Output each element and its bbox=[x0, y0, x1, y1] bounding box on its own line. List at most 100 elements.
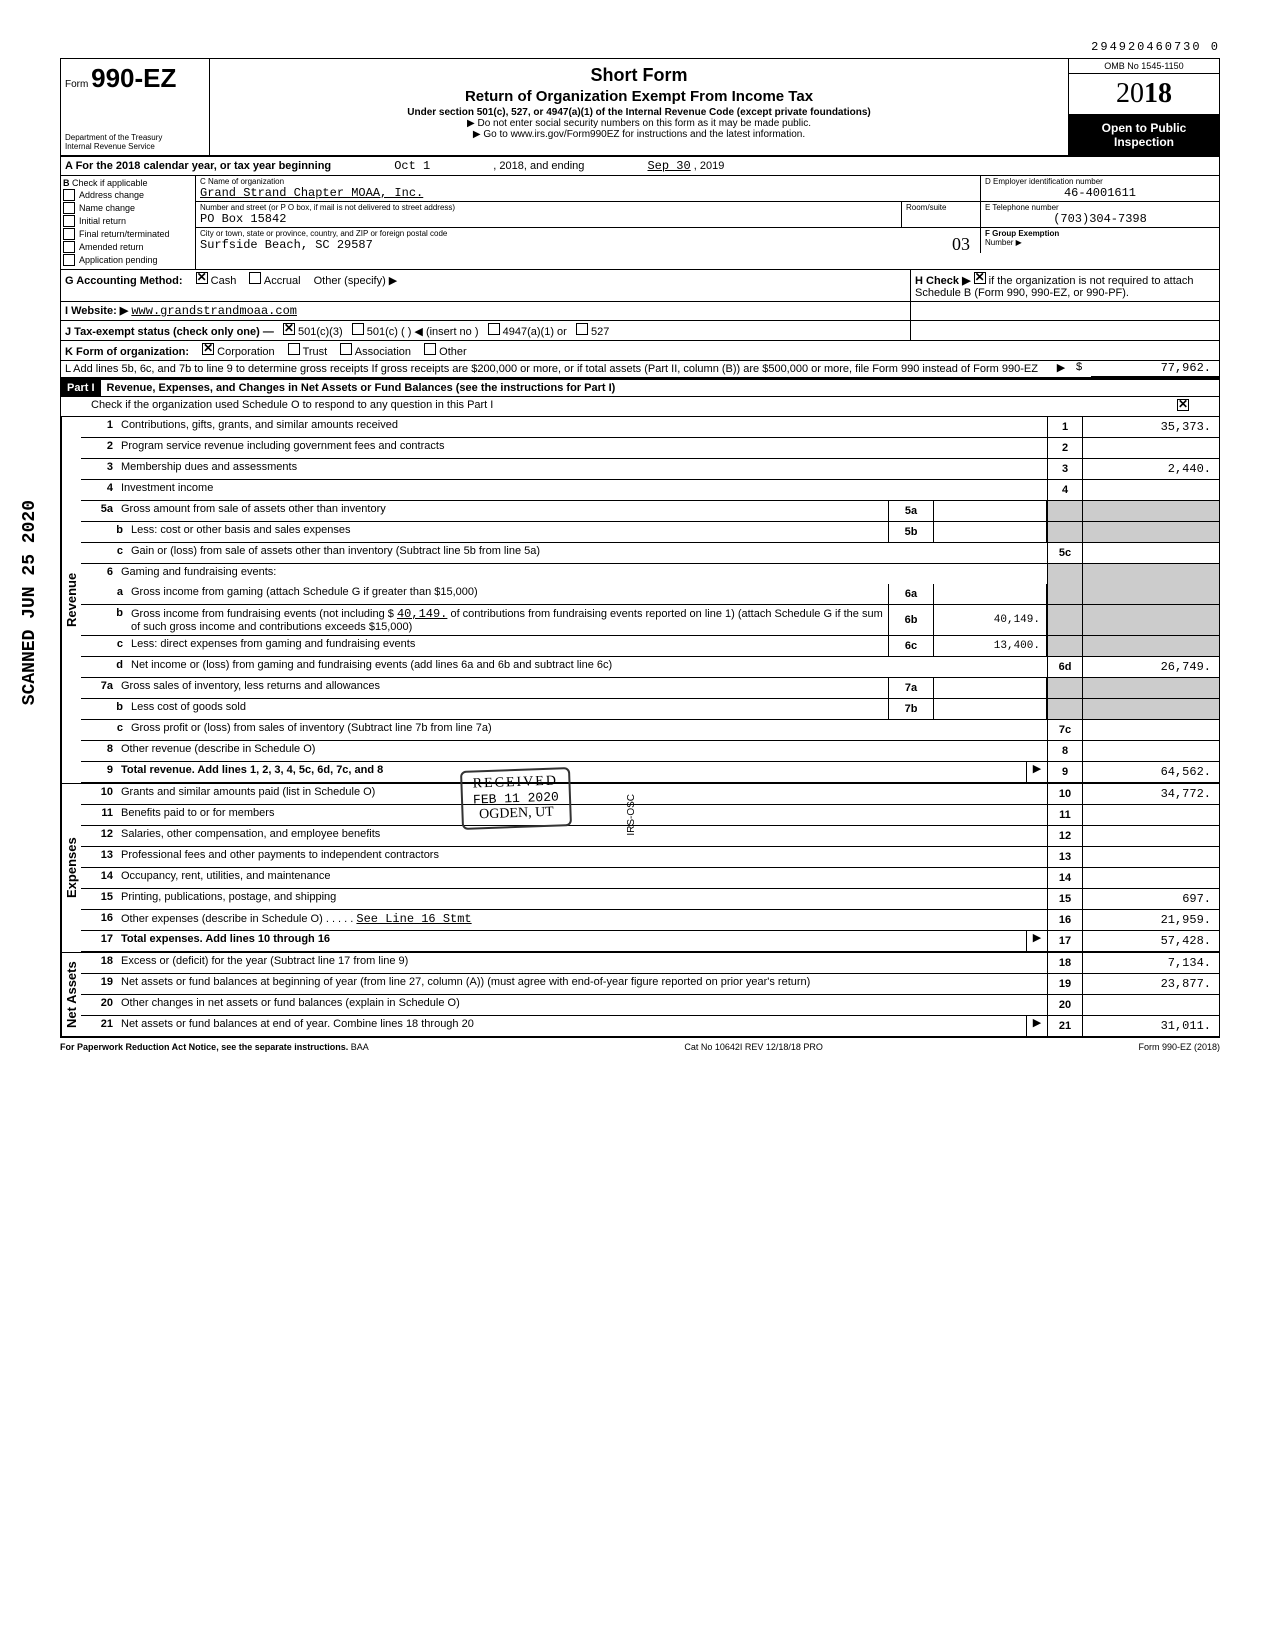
form-header: Form 990-EZ Department of the Treasury I… bbox=[60, 58, 1220, 157]
line-19-value: 23,877. bbox=[1082, 974, 1219, 994]
form-other: Other bbox=[439, 346, 467, 358]
section-b: B Check if applicable Address change Nam… bbox=[61, 176, 196, 269]
section-f-label: F Group Exemption bbox=[985, 229, 1215, 238]
section-h-label: H Check ▶ bbox=[915, 275, 971, 287]
status-501c3: 501(c)(3) bbox=[298, 326, 343, 338]
part1-header: Part I Revenue, Expenses, and Changes in… bbox=[60, 378, 1220, 397]
line-14-text: Occupancy, rent, utilities, and maintena… bbox=[117, 868, 1047, 888]
status-527: 527 bbox=[591, 326, 609, 338]
org-name: Grand Strand Chapter MOAA, Inc. bbox=[200, 186, 976, 200]
line-13-text: Professional fees and other payments to … bbox=[117, 847, 1047, 867]
addr-label: Number and street (or P O box, if mail i… bbox=[200, 203, 897, 212]
received-stamp: RECEIVED FEB 11 2020 OGDEN, UT bbox=[460, 767, 572, 830]
line-17-value: 57,428. bbox=[1082, 931, 1219, 951]
line-20-value bbox=[1082, 995, 1219, 1015]
line-8-value bbox=[1082, 741, 1219, 761]
form-association: Association bbox=[355, 346, 411, 358]
ein: 46-4001611 bbox=[985, 186, 1215, 200]
section-i-label: I Website: ▶ bbox=[65, 305, 128, 317]
return-title: Return of Organization Exempt From Incom… bbox=[218, 88, 1060, 105]
line-6c-midval: 13,400. bbox=[934, 636, 1047, 656]
line-7a-text: Gross sales of inventory, less returns a… bbox=[117, 678, 888, 698]
line-1-text: Contributions, gifts, grants, and simila… bbox=[117, 417, 1047, 437]
gross-receipts: 77,962. bbox=[1091, 361, 1219, 377]
city-label: City or town, state or province, country… bbox=[200, 229, 976, 238]
line-18-value: 7,134. bbox=[1082, 953, 1219, 973]
line-4-text: Investment income bbox=[117, 480, 1047, 500]
line-15-value: 697. bbox=[1082, 889, 1219, 909]
line-6d-value: 26,749. bbox=[1082, 657, 1219, 677]
room-label: Room/suite bbox=[906, 203, 976, 212]
tax-year-end-year: , 2019 bbox=[694, 160, 725, 172]
line-6b-midval: 40,149. bbox=[934, 605, 1047, 635]
ssn-note: ▶ Do not enter social security numbers o… bbox=[218, 118, 1060, 129]
line-5b-text: Less: cost or other basis and sales expe… bbox=[127, 522, 888, 542]
line-3-value: 2,440. bbox=[1082, 459, 1219, 479]
line-1-value: 35,373. bbox=[1082, 417, 1219, 437]
line-14-value bbox=[1082, 868, 1219, 888]
revenue-section-label: Revenue bbox=[61, 417, 81, 783]
line-6-text: Gaming and fundraising events: bbox=[117, 564, 1047, 584]
irs-osc-stamp: IRS-OSC bbox=[626, 794, 637, 836]
line-21-value: 31,011. bbox=[1082, 1016, 1219, 1036]
tax-year-begin: Oct 1 bbox=[394, 159, 430, 173]
phone: (703)304-7398 bbox=[985, 212, 1215, 226]
line-10-value: 34,772. bbox=[1082, 784, 1219, 804]
section-c-label: C Name of organization bbox=[200, 177, 976, 186]
form-corporation: Corporation bbox=[217, 346, 274, 358]
line-7c-text: Gross profit or (loss) from sales of inv… bbox=[127, 720, 1047, 740]
line-12-value bbox=[1082, 826, 1219, 846]
line-8-text: Other revenue (describe in Schedule O) bbox=[117, 741, 1047, 761]
form-number: Form 990-EZ bbox=[65, 63, 205, 94]
section-k-label: K Form of organization: bbox=[65, 346, 189, 358]
section-d-label: D Employer identification number bbox=[985, 177, 1215, 186]
section-g-label: G Accounting Method: bbox=[65, 275, 183, 287]
section-a-row: A For the 2018 calendar year, or tax yea… bbox=[60, 157, 1220, 176]
dln-number: 294920460730 0 bbox=[60, 40, 1220, 54]
footer: For Paperwork Reduction Act Notice, see … bbox=[60, 1037, 1220, 1056]
line-16-value: 21,959. bbox=[1082, 910, 1219, 930]
accounting-other: Other (specify) ▶ bbox=[314, 275, 398, 287]
short-form-title: Short Form bbox=[218, 65, 1060, 86]
website: www.grandstrandmoaa.com bbox=[131, 304, 297, 318]
subtitle: Under section 501(c), 527, or 4947(a)(1)… bbox=[218, 107, 1060, 118]
line-7c-value bbox=[1082, 720, 1219, 740]
accounting-cash: Cash bbox=[211, 275, 237, 287]
omb-number: OMB No 1545-1150 bbox=[1069, 59, 1219, 74]
section-l-text: L Add lines 5b, 6c, and 7b to line 9 to … bbox=[65, 363, 1038, 375]
form-trust: Trust bbox=[303, 346, 328, 358]
expenses-section-label: Expenses bbox=[61, 784, 81, 952]
line-17-text: Total expenses. Add lines 10 through 16 bbox=[117, 931, 1026, 951]
line-20-text: Other changes in net assets or fund bala… bbox=[117, 995, 1047, 1015]
line-10-text: Grants and similar amounts paid (list in… bbox=[117, 784, 1047, 804]
line-13-value bbox=[1082, 847, 1219, 867]
dept-treasury: Department of the Treasury Internal Reve… bbox=[65, 133, 205, 151]
handwritten-03: 03 bbox=[952, 234, 970, 255]
line-6d-text: Net income or (loss) from gaming and fun… bbox=[127, 657, 1047, 677]
line-6b-text: Gross income from fundraising events (no… bbox=[127, 605, 888, 635]
scanned-stamp: SCANNED JUN 25 2020 bbox=[20, 500, 40, 705]
netassets-section-label: Net Assets bbox=[61, 953, 81, 1036]
line-16-text: Other expenses (describe in Schedule O) … bbox=[117, 910, 1047, 930]
line-5c-value bbox=[1082, 543, 1219, 563]
org-address: PO Box 15842 bbox=[200, 212, 897, 226]
section-e-label: E Telephone number bbox=[985, 203, 1215, 212]
tax-year: 2018 bbox=[1069, 74, 1219, 115]
accounting-accrual: Accrual bbox=[264, 275, 301, 287]
line-12-text: Salaries, other compensation, and employ… bbox=[117, 826, 1047, 846]
status-4947: 4947(a)(1) or bbox=[503, 326, 567, 338]
line-6a-text: Gross income from gaming (attach Schedul… bbox=[127, 584, 888, 604]
status-501c: 501(c) ( bbox=[367, 326, 405, 338]
line-2-value bbox=[1082, 438, 1219, 458]
line-11-text: Benefits paid to or for members bbox=[117, 805, 1047, 825]
section-a-mid: , 2018, and ending bbox=[493, 160, 584, 172]
line-5a-text: Gross amount from sale of assets other t… bbox=[117, 501, 888, 521]
open-public-badge: Open to Public Inspection bbox=[1069, 115, 1219, 155]
line-15-text: Printing, publications, postage, and shi… bbox=[117, 889, 1047, 909]
line-21-text: Net assets or fund balances at end of ye… bbox=[117, 1016, 1026, 1036]
line-3-text: Membership dues and assessments bbox=[117, 459, 1047, 479]
line-5c-text: Gain or (loss) from sale of assets other… bbox=[127, 543, 1047, 563]
section-l-dollar: $ bbox=[1076, 361, 1091, 377]
tax-year-end-month: Sep 30 bbox=[647, 159, 690, 173]
org-city: Surfside Beach, SC 29587 bbox=[200, 238, 976, 252]
